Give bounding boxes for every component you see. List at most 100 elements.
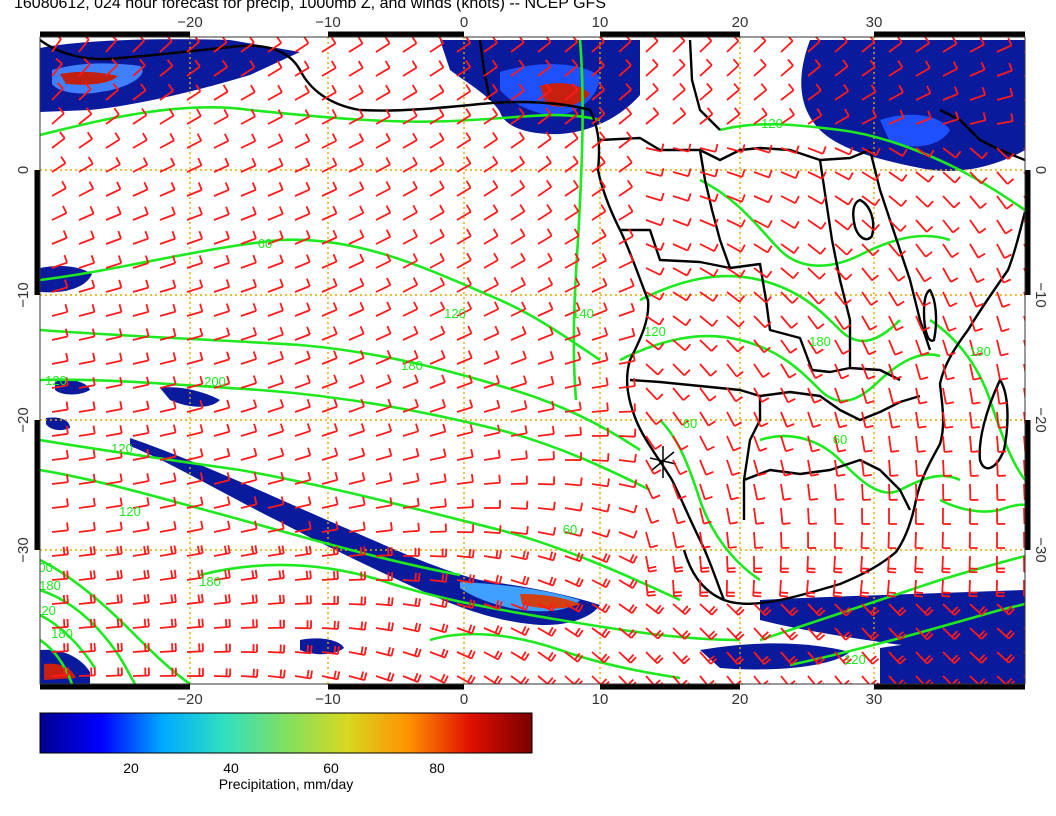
wind-barb	[213, 399, 231, 413]
wind-barb	[780, 411, 795, 428]
wind-barb	[996, 291, 1011, 308]
wind-barb	[591, 228, 607, 245]
wind-barb	[483, 374, 500, 389]
wind-barb	[969, 219, 987, 234]
wind-barb	[969, 243, 986, 259]
wind-barb	[132, 37, 145, 53]
wind-barb	[537, 204, 553, 221]
wind-barb	[186, 668, 204, 677]
wind-barb	[780, 435, 794, 453]
wind-barb	[1023, 98, 1025, 101]
wind-barb	[969, 507, 979, 525]
wind-barb	[51, 131, 66, 149]
wind-barb	[645, 37, 659, 53]
wind-barb	[375, 672, 395, 682]
wind-barb	[483, 525, 502, 535]
wind-barb	[753, 219, 773, 229]
wind-barb	[969, 459, 979, 477]
contour-label: 120	[45, 373, 67, 388]
wind-barb	[456, 424, 474, 437]
wind-barb	[51, 180, 67, 197]
wind-barb	[105, 521, 123, 533]
wind-barb	[969, 291, 984, 308]
wind-barb	[564, 528, 584, 537]
wind-barb	[537, 326, 554, 341]
wind-barb	[510, 375, 528, 389]
wind-barb	[105, 279, 123, 293]
wind-barb	[132, 667, 150, 677]
wind-barb	[51, 156, 67, 173]
wind-barb	[348, 571, 366, 581]
wind-barb	[429, 60, 445, 77]
colorbar-label: Precipitation, mm/day	[219, 776, 354, 792]
border-line	[478, 39, 492, 101]
wind-barb	[942, 147, 962, 159]
wind-barb	[51, 328, 69, 341]
wind-barb	[510, 575, 530, 586]
wind-barb	[753, 483, 766, 501]
wind-barb	[483, 350, 500, 365]
wind-barb	[753, 291, 772, 304]
wind-barb	[942, 243, 960, 259]
wind-barb	[726, 58, 740, 77]
wind-barb	[78, 352, 96, 365]
wind-barb	[915, 651, 934, 665]
wind-barb	[834, 59, 849, 77]
wind-barb	[240, 133, 257, 149]
wind-barb	[618, 278, 635, 293]
wind-barb	[915, 291, 931, 307]
wind-barb	[483, 83, 498, 101]
wind-barb	[699, 218, 719, 228]
wind-barb	[537, 501, 556, 511]
wind-barb	[186, 157, 203, 173]
wind-barb	[1023, 603, 1025, 607]
wind-barb	[591, 377, 609, 389]
wind-barb	[915, 603, 934, 616]
wind-barb	[780, 219, 800, 230]
wind-barb	[213, 206, 230, 221]
wind-barb	[267, 545, 285, 557]
wind-barb	[78, 279, 96, 293]
wind-barb	[564, 277, 581, 293]
wind-barb	[132, 181, 149, 197]
wind-barb	[51, 618, 69, 629]
wind-barb	[672, 603, 692, 616]
wind-barb	[402, 301, 419, 317]
wind-barb	[375, 522, 393, 533]
wind-barb	[807, 483, 818, 501]
wind-barb	[887, 555, 897, 574]
wind-barb	[456, 574, 476, 584]
wind-barb	[186, 472, 204, 485]
wind-barb	[267, 447, 285, 461]
wind-barb	[699, 387, 717, 402]
wind-barb	[834, 146, 854, 156]
wind-barb	[672, 555, 684, 573]
wind-barb	[699, 58, 713, 77]
wind-barb	[537, 626, 557, 637]
contour-label: 180	[969, 344, 991, 359]
wind-barb	[672, 267, 692, 277]
wind-barb	[78, 304, 96, 317]
wind-barb	[429, 37, 445, 53]
wind-barb	[726, 483, 739, 501]
wind-barb	[294, 37, 310, 53]
wind-barb	[861, 651, 880, 665]
wind-barb	[348, 205, 365, 221]
wind-barb	[240, 545, 258, 557]
wind-barb	[672, 242, 692, 252]
wind-barb	[807, 435, 820, 453]
border-line	[698, 149, 732, 269]
wind-barb	[483, 424, 501, 437]
wind-barb	[860, 531, 870, 550]
longitude-label: 20	[732, 691, 749, 708]
wind-barb	[834, 339, 851, 355]
wind-barb	[510, 59, 525, 77]
wind-barb	[861, 315, 878, 331]
wind-barb	[159, 667, 177, 677]
wind-barb	[672, 217, 692, 227]
wind-barb	[942, 339, 956, 357]
wind-barb	[321, 496, 339, 509]
wind-barb	[780, 37, 794, 53]
wind-barb	[1023, 627, 1025, 631]
wind-barb	[456, 599, 476, 609]
